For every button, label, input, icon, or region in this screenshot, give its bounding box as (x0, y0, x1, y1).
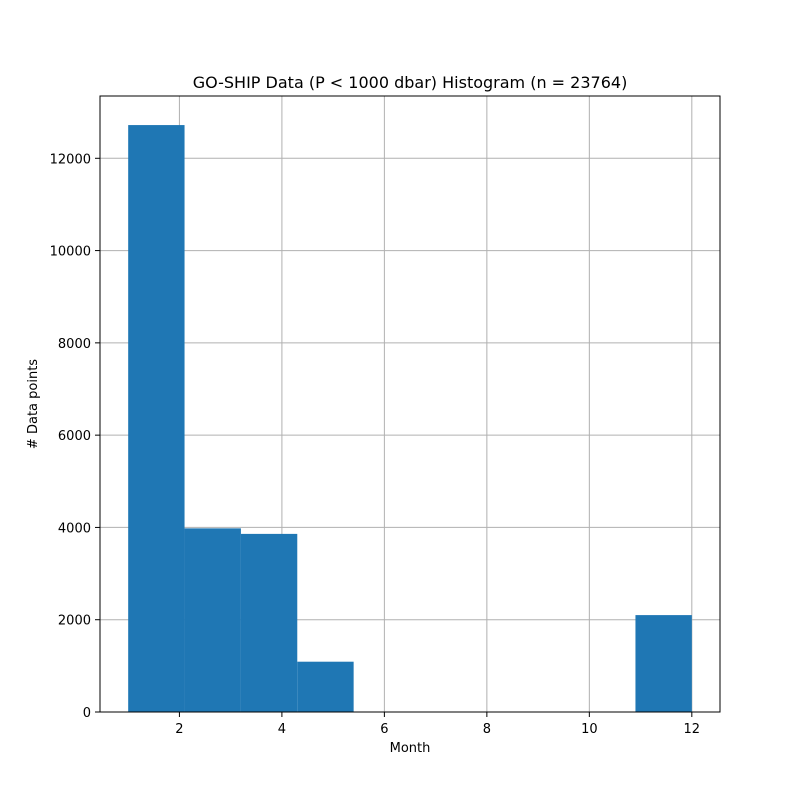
histogram-bar-2 (184, 528, 241, 712)
histogram-bar-4 (297, 661, 354, 712)
ticks-layer: 2 4 6 8 10 12 0 2000 4000 6000 8000 10000 12000 (50, 152, 700, 737)
x-axis-label: Month (390, 741, 431, 756)
histogram-bar-10 (635, 615, 692, 712)
y-tick-label: 0 (83, 706, 91, 721)
bars-layer (128, 125, 692, 713)
axes-frame (99, 95, 721, 713)
y-tick-label: 10000 (50, 245, 91, 260)
histogram-bar-1 (128, 125, 185, 713)
x-tick-label: 10 (581, 722, 598, 737)
x-tick-label: 4 (278, 722, 286, 737)
chart-title: GO-SHIP Data (P < 1000 dbar) Histogram (… (193, 73, 628, 92)
y-tick-label: 4000 (58, 521, 91, 536)
x-tick-label: 8 (483, 722, 491, 737)
y-tick-label: 2000 (58, 614, 91, 629)
y-axis-label: # Data points (26, 359, 41, 449)
x-tick-label: 6 (380, 722, 388, 737)
y-tick-label: 12000 (50, 152, 91, 167)
y-tick-label: 8000 (58, 337, 91, 352)
x-tick-label: 12 (684, 722, 701, 737)
grid-layer (100, 96, 720, 713)
y-tick-label: 6000 (58, 429, 91, 444)
x-tick-label: 2 (175, 722, 183, 737)
histogram-bar-3 (240, 533, 298, 712)
